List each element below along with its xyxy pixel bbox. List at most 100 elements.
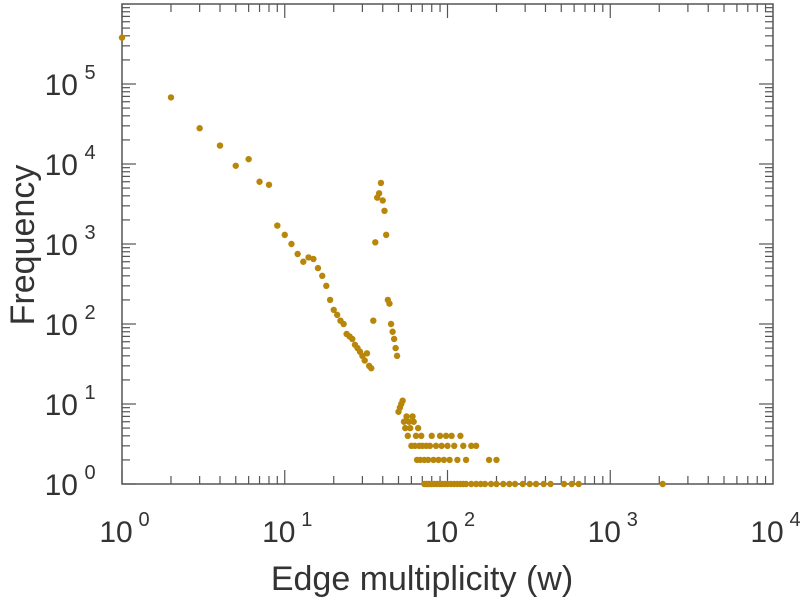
data-point xyxy=(472,480,480,488)
data-point xyxy=(281,231,288,239)
data-point xyxy=(305,254,312,261)
data-point xyxy=(319,272,326,280)
data-point xyxy=(294,250,301,258)
data-point xyxy=(392,344,399,352)
data-point xyxy=(232,162,239,169)
data-point xyxy=(532,480,540,488)
y-tick-label: 10 4 xyxy=(45,142,96,182)
x-tick-label: 10 1 xyxy=(262,509,312,549)
data-point xyxy=(256,178,263,185)
y-tick-label: 10 0 xyxy=(45,462,96,502)
data-point xyxy=(462,456,470,464)
y-tick-label-base: 10 xyxy=(45,149,78,182)
data-point xyxy=(519,480,526,488)
data-point xyxy=(454,456,461,464)
data-point xyxy=(485,456,493,464)
data-point xyxy=(560,480,568,488)
data-point xyxy=(506,480,513,488)
x-tick-label: 10 3 xyxy=(588,509,638,549)
data-point xyxy=(265,181,273,188)
axis-ticks xyxy=(121,4,773,485)
data-point xyxy=(409,413,416,420)
data-point xyxy=(349,335,356,343)
data-point xyxy=(493,456,500,464)
y-tick-labels: 10 0 10 1 10 2 10 3 10 4 10 5 xyxy=(45,62,96,502)
data-point xyxy=(314,264,322,272)
x-tick-labels: 10 0 10 1 10 2 10 3 10 4 xyxy=(99,509,800,549)
data-point xyxy=(511,480,519,488)
x-tick-label-base: 10 xyxy=(425,516,458,549)
data-point xyxy=(363,350,371,357)
data-point xyxy=(377,179,385,187)
data-point xyxy=(451,442,458,450)
data-point xyxy=(412,432,420,440)
x-tick-label-base: 10 xyxy=(750,516,783,549)
data-point xyxy=(386,300,393,307)
data-point xyxy=(410,418,417,425)
data-point xyxy=(575,480,582,488)
data-point xyxy=(400,418,408,425)
x-tick-label-exponent: 2 xyxy=(464,509,475,531)
data-point xyxy=(659,480,666,488)
data-point xyxy=(310,255,317,263)
data-point xyxy=(435,456,442,464)
data-point xyxy=(472,442,480,450)
y-tick-label-base: 10 xyxy=(45,469,78,502)
data-point xyxy=(370,317,377,324)
data-point xyxy=(428,432,435,440)
plot-frame xyxy=(121,3,774,485)
x-tick-label-exponent: 3 xyxy=(627,509,638,531)
data-point xyxy=(382,231,390,239)
data-point xyxy=(399,397,406,404)
data-point xyxy=(440,456,448,464)
data-point xyxy=(274,222,281,229)
x-tick-label: 10 4 xyxy=(750,509,800,549)
data-point xyxy=(393,352,401,360)
y-axis-label: Frequency xyxy=(4,165,42,326)
data-point xyxy=(403,413,410,420)
data-point xyxy=(487,480,495,488)
data-point xyxy=(405,418,413,425)
data-point xyxy=(340,320,347,328)
data-point xyxy=(424,456,432,464)
data-point xyxy=(167,94,175,101)
x-tick-label-base: 10 xyxy=(588,516,621,549)
data-point xyxy=(444,442,451,450)
data-point xyxy=(468,480,475,488)
y-tick-label-base: 10 xyxy=(45,389,78,422)
x-tick-label-exponent: 1 xyxy=(301,509,312,531)
data-point xyxy=(438,442,445,450)
data-point xyxy=(414,424,422,432)
data-points xyxy=(118,34,666,488)
data-point xyxy=(468,442,475,450)
data-point xyxy=(407,424,414,432)
data-point xyxy=(442,432,450,440)
x-tick-label-exponent: 0 xyxy=(138,509,149,531)
data-point xyxy=(547,480,554,488)
data-point xyxy=(500,480,507,488)
x-tick-label: 10 0 xyxy=(99,509,149,549)
data-point xyxy=(387,320,395,328)
x-axis-label: Edge multiplicity (w) xyxy=(271,560,573,598)
x-tick-label-base: 10 xyxy=(99,516,132,549)
data-point xyxy=(381,207,388,215)
y-tick-label-exponent: 1 xyxy=(84,382,95,404)
y-tick-label-exponent: 3 xyxy=(84,222,95,244)
y-tick-label-exponent: 0 xyxy=(84,462,95,484)
data-point xyxy=(432,442,440,450)
data-point xyxy=(375,190,383,197)
data-point xyxy=(368,365,375,372)
y-tick-label-exponent: 5 xyxy=(84,62,95,84)
data-point xyxy=(330,306,337,314)
y-tick-label: 10 3 xyxy=(45,222,96,262)
y-tick-label: 10 5 xyxy=(45,62,96,102)
data-point xyxy=(402,424,409,432)
data-point xyxy=(389,328,396,335)
data-point xyxy=(390,335,398,343)
y-tick-label-exponent: 2 xyxy=(84,302,95,324)
data-point xyxy=(568,480,575,488)
data-point xyxy=(457,432,464,440)
data-point xyxy=(493,480,500,488)
data-point xyxy=(333,311,341,319)
data-point xyxy=(446,456,453,464)
